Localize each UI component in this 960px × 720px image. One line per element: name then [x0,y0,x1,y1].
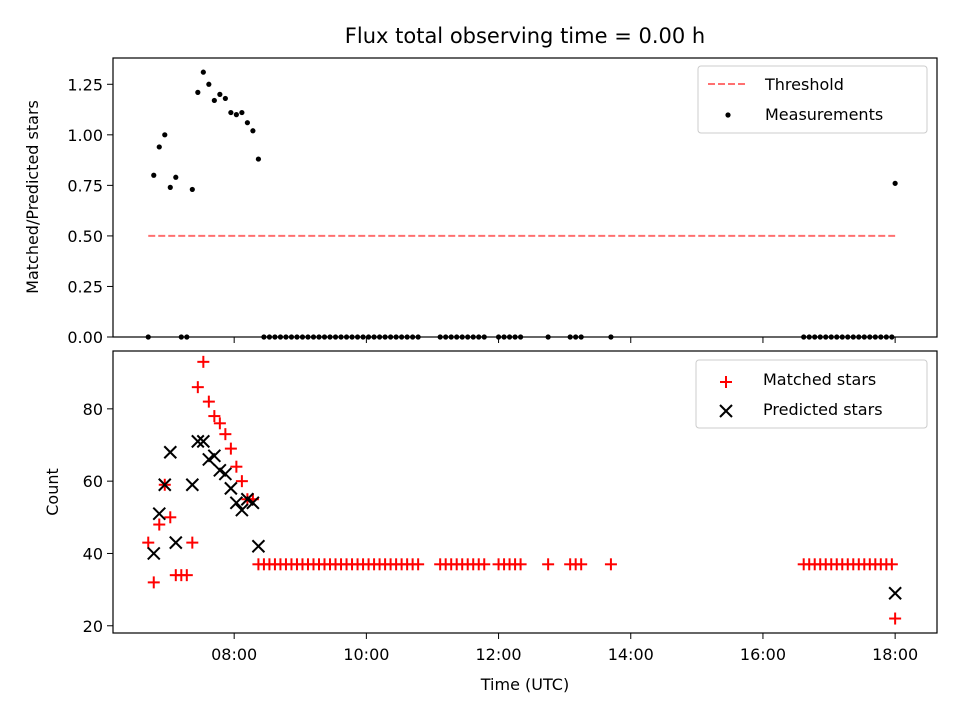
matched-star-point [478,558,491,571]
top-y-ticks: 0.00 0.25 0.50 0.75 1.00 1.25 [67,75,113,347]
matched-legend-marker [720,376,732,388]
x-tick-label: 08:00 [211,645,257,664]
bottom-y-axis-label: Count [43,468,62,516]
measurement-point [217,91,223,97]
predicted-star-point [224,481,238,496]
measurement-point [892,180,898,186]
measurement-point [233,112,239,118]
predicted-legend-label: Predicted stars [763,400,883,419]
matched-star-point [230,460,243,473]
matched-star-point [514,558,527,571]
matched-star-point [202,395,215,408]
matched-star-point [542,558,555,571]
x-tick-label: 18:00 [872,645,918,664]
top-axes-frame [112,57,938,338]
bottom-legend-box [695,359,928,429]
top-y-axis-label: Matched/Predicted stars [23,100,42,294]
matched-star-point [575,558,588,571]
bottom-y-tick-label: 20 [83,617,103,636]
bottom-y-tick-label: 80 [83,400,103,419]
matched-star-point [180,569,193,582]
measurement-point [228,109,234,116]
measurement-point [195,89,201,95]
matched-star-point [889,612,902,625]
matched-star-point [147,576,160,589]
predicted-star-point [152,506,166,521]
x-tick-label: 14:00 [608,645,654,664]
measurements-legend-marker [725,112,731,118]
predicted-star-point [158,478,172,492]
bottom-legend: Matched stars Predicted stars [695,359,928,429]
chart-title: Flux total observing time = 0.00 h [345,24,705,48]
top-y-tick-label: 1.00 [67,126,103,145]
measurement-point [156,144,162,150]
bottom-axes-frame [112,350,938,634]
bottom-y-ticks: 20 40 60 80 [83,400,113,636]
measurement-point [151,172,157,178]
matched-star-point [235,475,248,488]
predicted-star-point [246,496,260,510]
matched-star-point [191,381,204,394]
matched-star-point [142,536,155,549]
matched-star-point [208,410,221,423]
top-y-tick-label: 0.00 [67,328,103,347]
predicted-star-point [196,434,211,449]
bottom-y-tick-label: 60 [83,472,103,491]
predicted-star-point [888,586,902,600]
matched-legend-label: Matched stars [763,370,876,389]
x-axis-label: Time (UTC) [480,675,569,694]
measurements-legend-label: Measurements [765,105,883,124]
x-tick-label: 12:00 [476,645,522,664]
predicted-legend-marker [719,404,733,418]
matched-star-point [197,355,210,368]
predicted-star-point [191,434,205,449]
measurement-point [206,81,212,87]
measurement-point [255,156,262,162]
matched-star-point [219,428,232,441]
x-tick-label: 16:00 [740,645,786,664]
x-tick-label: 10:00 [343,645,389,664]
top-x-ticks [233,337,896,343]
predicted-star-point [147,546,161,561]
measurement-point [167,184,173,190]
measurement-point [244,120,250,126]
bottom-y-tick-label: 40 [83,544,103,563]
measurement-point [239,109,245,116]
top-y-tick-label: 0.25 [67,277,103,296]
matched-star-point [224,442,237,455]
predicted-star-point [229,496,244,510]
matched-star-point [604,558,617,571]
top-panel: 0.00 0.25 0.50 0.75 1.00 1.25 Matched/Predict… [23,57,938,347]
predicted-star-point [169,535,183,550]
measurement-point [162,132,168,138]
matched-star-point [153,518,166,531]
predicted-star-point [163,445,177,459]
predicted-star-point [218,467,233,481]
top-legend-box [697,65,928,134]
measurement-point [222,95,228,102]
predicted-star-point [251,539,266,553]
matched-star-point [885,558,898,571]
top-y-tick-label: 0.50 [67,227,103,246]
matched-star-point [213,417,226,430]
measurement-point [189,186,195,193]
predicted-star-point [235,503,249,517]
bottom-plot-area [142,355,902,625]
predicted-star-point [207,449,222,463]
measurement-point [250,128,256,134]
top-y-tick-label: 0.75 [67,176,103,195]
measurement-point [200,69,206,75]
matched-star-point [164,511,177,524]
measurement-point [211,97,217,104]
matched-star-point [412,558,425,571]
bottom-x-ticks: 08:00 10:00 12:00 14:00 16:00 18:00 [211,633,918,664]
threshold-legend-label: Threshold [764,75,844,94]
measurement-point [173,174,179,180]
top-legend: Threshold Measurements [697,65,928,134]
top-y-tick-label: 1.25 [67,75,103,94]
predicted-star-point [185,478,200,492]
matched-star-point [186,536,199,549]
